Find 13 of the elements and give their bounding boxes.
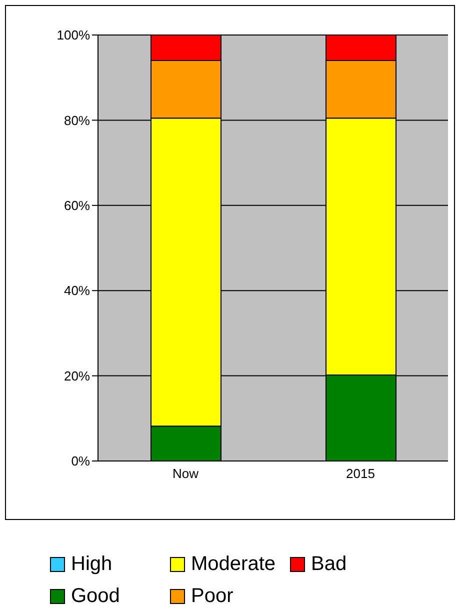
y-tick-label: 100% [56,28,90,43]
x-tick-label: 2015 [346,466,375,482]
x-tick-label: Now [172,466,200,482]
legend-label: High [71,552,112,576]
legend-label: Bad [311,552,347,576]
y-tick-label: 80% [64,112,90,128]
legend-label: Moderate [191,552,276,576]
legend-label: Poor [191,584,234,608]
y-tick-label: 20% [64,368,90,384]
y-tick-label: 40% [64,283,90,298]
y-tick-label: 60% [64,198,90,214]
legend-label: Good [71,584,120,608]
y-tick-label: 0% [71,454,90,469]
